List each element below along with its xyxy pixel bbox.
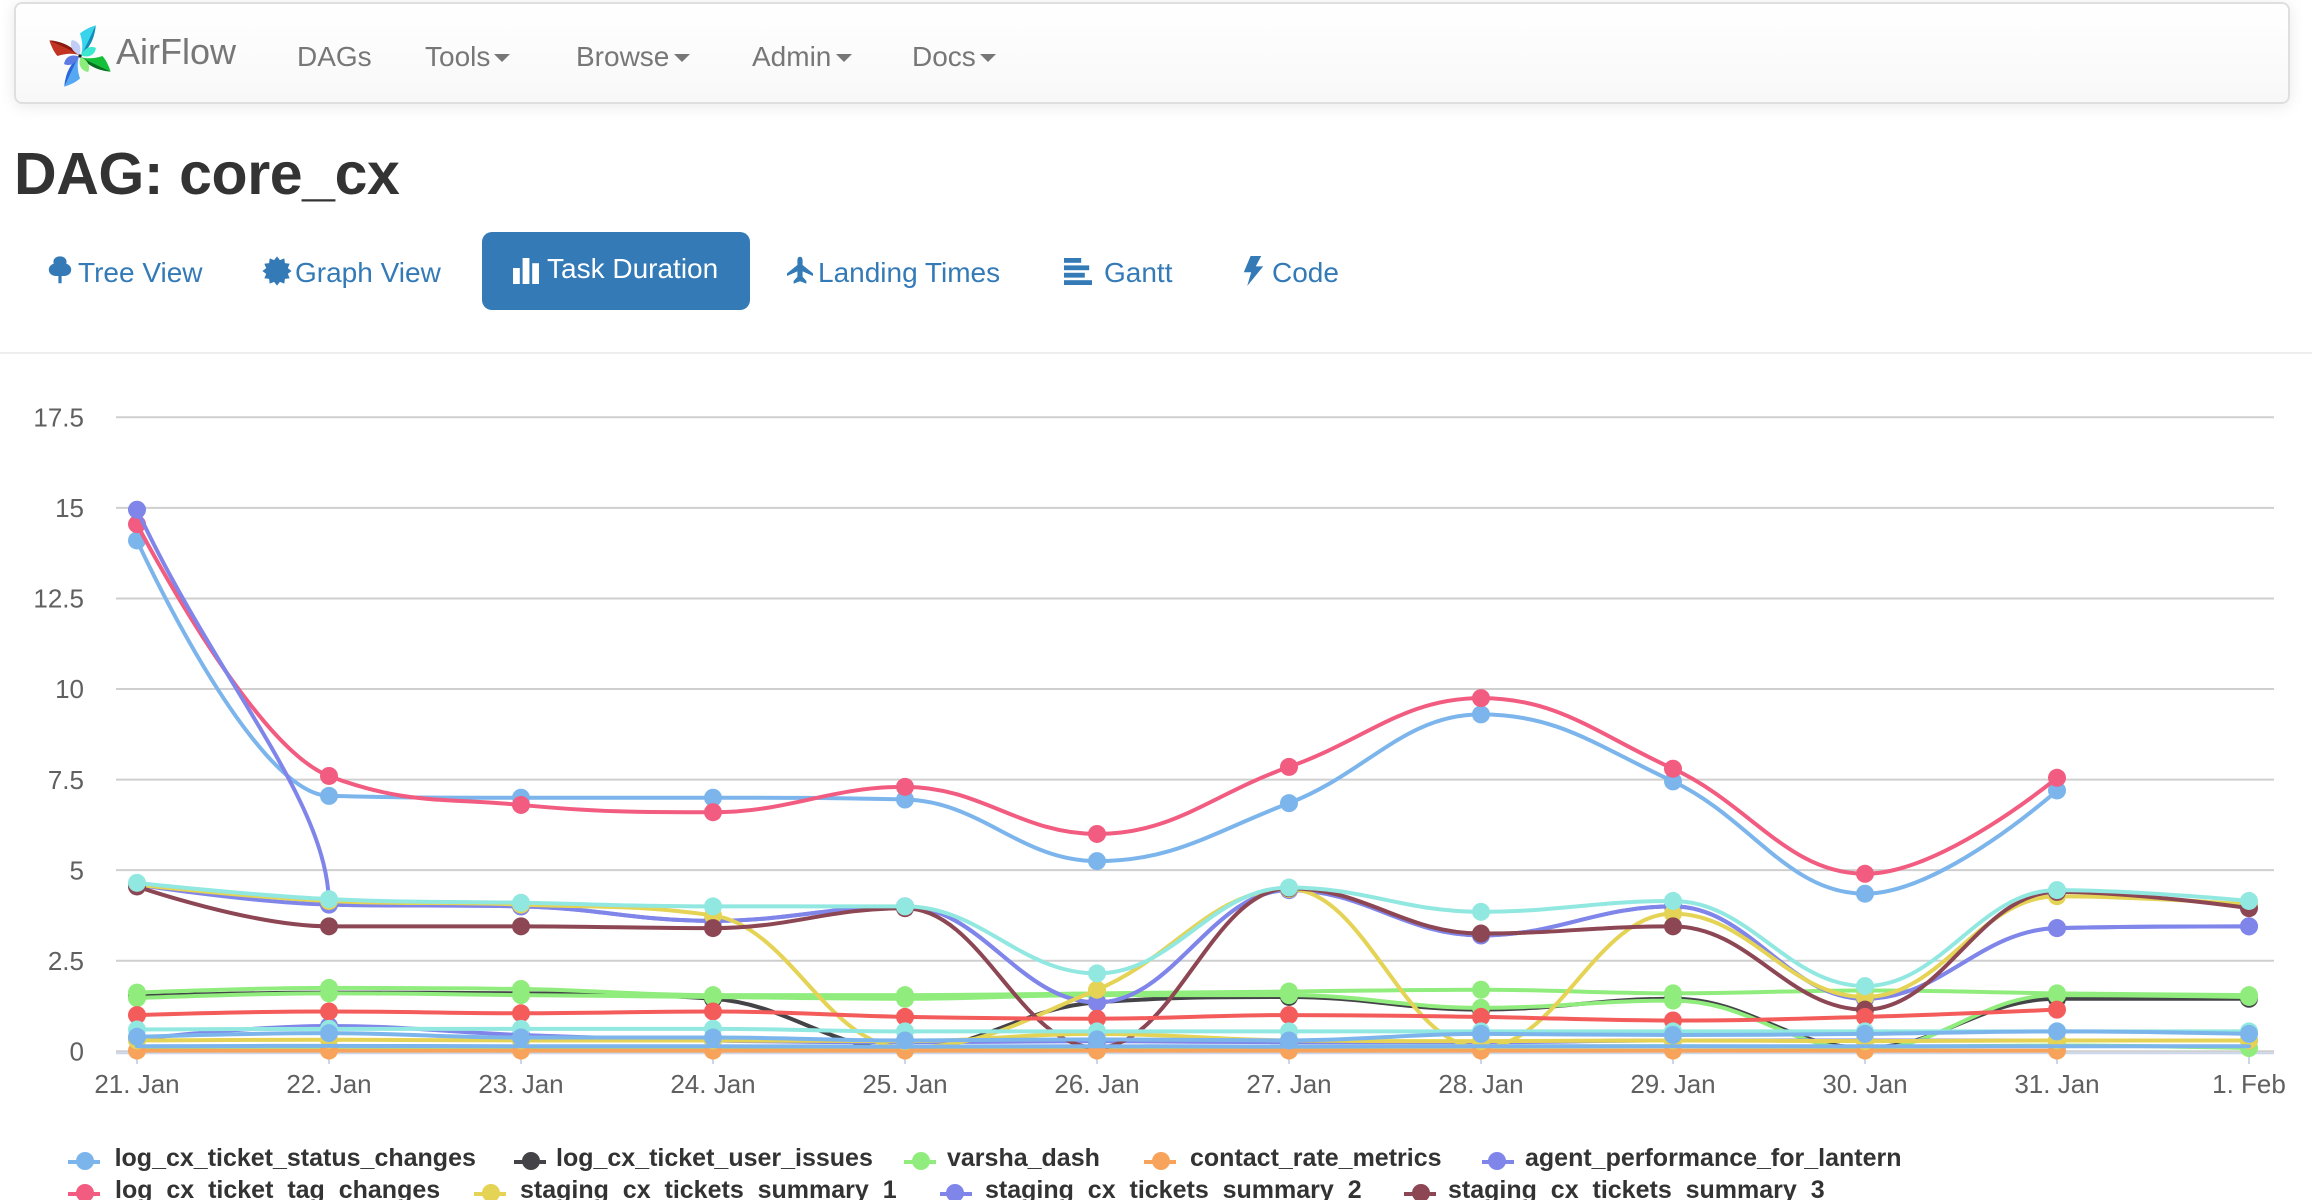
svg-text:28. Jan: 28. Jan — [1438, 1069, 1523, 1099]
svg-text:26. Jan: 26. Jan — [1054, 1069, 1139, 1099]
svg-text:31. Jan: 31. Jan — [2014, 1069, 2099, 1099]
svg-text:27. Jan: 27. Jan — [1246, 1069, 1331, 1099]
svg-text:22. Jan: 22. Jan — [286, 1069, 371, 1099]
svg-text:12.5: 12.5 — [33, 584, 84, 614]
svg-text:24. Jan: 24. Jan — [670, 1069, 755, 1099]
svg-text:21. Jan: 21. Jan — [94, 1069, 179, 1099]
svg-text:25. Jan: 25. Jan — [862, 1069, 947, 1099]
svg-text:1. Feb: 1. Feb — [2212, 1069, 2286, 1099]
svg-text:29. Jan: 29. Jan — [1630, 1069, 1715, 1099]
svg-text:30. Jan: 30. Jan — [1822, 1069, 1907, 1099]
svg-text:10: 10 — [55, 674, 84, 704]
svg-text:7.5: 7.5 — [48, 765, 84, 795]
svg-text:15: 15 — [55, 493, 84, 523]
svg-text:5: 5 — [70, 855, 84, 885]
svg-text:17.5: 17.5 — [33, 403, 84, 433]
svg-text:2.5: 2.5 — [48, 946, 84, 976]
svg-text:0: 0 — [70, 1037, 84, 1067]
svg-text:23. Jan: 23. Jan — [478, 1069, 563, 1099]
